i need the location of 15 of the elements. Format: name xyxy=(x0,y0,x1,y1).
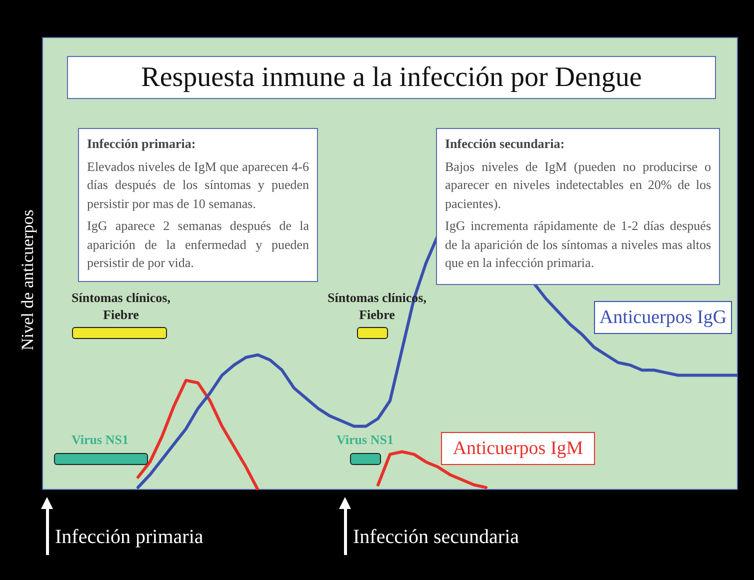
text: Infección secundaria xyxy=(353,526,520,549)
annotation: Virus NS1 xyxy=(70,431,130,448)
annotation: IgG aparece 2 semanas después de la aparición de la enfermedad y pueden persistir de por vida. xyxy=(87,217,309,272)
text: Elevados niveles de IgM que aparecen 4-6 días después de los síntomas y pueden persistir por mas de 10 semanas. xyxy=(87,158,309,213)
text: Anticuerpos IgM xyxy=(441,432,595,465)
series-label: Anticuerpos IgG xyxy=(594,301,732,334)
text: Infección secundaria: xyxy=(445,135,566,153)
chart-title: Respuesta inmune a la infección por Dengue xyxy=(67,56,716,99)
y-axis-title: Nivel de anticuerpos xyxy=(18,210,38,350)
text: Infección primaria xyxy=(55,526,204,549)
text: Infección primaria: xyxy=(87,135,197,153)
text: Bajos niveles de IgM (pueden no producirse o aparecer en niveles indetectables en 20% de los pacientes). xyxy=(445,158,711,213)
annotation: Virus NS1 xyxy=(336,431,394,448)
annotation: Síntomas clínicos, Fiebre xyxy=(70,289,172,323)
annotation: IgG incrementa rápidamente de 1-2 días después de la aparición de los síntomas a niveles mas altos que en la infección primaria. xyxy=(445,217,711,272)
